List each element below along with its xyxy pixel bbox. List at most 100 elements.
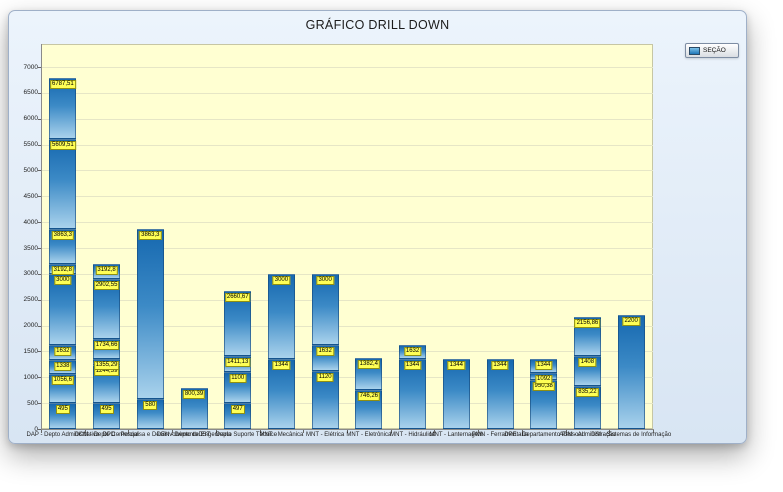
- y-axis-tick-label: 6500: [23, 89, 38, 97]
- gridline: [41, 325, 653, 327]
- bar-value-label: 1092: [535, 374, 553, 384]
- x-axis-tick-mark: [434, 430, 436, 433]
- bar-segment[interactable]: [93, 403, 121, 429]
- y-axis-tick-label: 6000: [23, 115, 38, 123]
- y-axis-tick-label: 3500: [23, 244, 38, 252]
- bar-value-label: 1411,13: [225, 358, 251, 368]
- gridline: [41, 248, 653, 249]
- bar-value-label: 6787,51: [49, 79, 76, 89]
- bar-value-label: 3000: [316, 275, 334, 285]
- bar-value-label: 2200: [622, 317, 640, 327]
- x-axis-category-label: PMN - Ferramentaria: [471, 432, 529, 438]
- bar-segment[interactable]: [136, 229, 164, 399]
- legend-series-label: SEÇÃO: [703, 47, 726, 54]
- y-axis-tick-mark: [38, 196, 41, 198]
- gridline: [41, 273, 653, 275]
- y-axis-tick-label: 2000: [23, 322, 38, 330]
- bar-value-label: 2156,86: [574, 319, 601, 329]
- bar-value-label: 1120: [316, 373, 334, 383]
- y-axis-tick-mark: [38, 299, 41, 301]
- bar-segment[interactable]: [49, 138, 77, 230]
- y-axis-tick-mark: [38, 144, 41, 146]
- gridline: [41, 377, 653, 379]
- y-axis-tick-label: 2500: [23, 296, 38, 304]
- bar-segment[interactable]: [399, 359, 427, 429]
- plot-area[interactable]: [41, 44, 653, 429]
- bar-value-label: 1632: [54, 346, 72, 356]
- y-axis-tick-mark: [38, 351, 41, 353]
- y-axis-tick-mark: [38, 377, 41, 379]
- bar-value-label: 5609,51: [49, 140, 76, 150]
- x-axis-category-label: MNT - Elétrica: [306, 432, 345, 438]
- x-axis-category-label: DPE - Departamento Pessoal: [504, 432, 584, 438]
- x-axis-tick-mark: [653, 430, 654, 433]
- y-axis-tick-mark: [38, 429, 41, 430]
- y-axis-tick-label: 7000: [23, 63, 38, 71]
- bar-segment[interactable]: [49, 273, 77, 345]
- gridline: [41, 299, 653, 301]
- x-axis-tick-mark: [565, 430, 567, 433]
- bar-value-label: 835,22: [576, 387, 599, 397]
- bar-value-label: 3192,8: [51, 265, 75, 275]
- y-axis-tick-label: 1000: [23, 373, 38, 381]
- bar-segment[interactable]: [311, 273, 339, 345]
- bar-value-label: 3000: [272, 275, 291, 285]
- x-axis-tick-mark: [521, 430, 523, 433]
- y-axis-tick-label: 500: [27, 399, 38, 407]
- x-axis-tick-mark: [347, 430, 348, 433]
- y-axis-tick-mark: [38, 222, 41, 224]
- gridline: [41, 170, 653, 172]
- x-axis-tick-mark: [390, 430, 392, 433]
- bar-value-label: 1344: [535, 361, 553, 371]
- bar-segment[interactable]: [267, 359, 295, 429]
- bar-value-label: 3192,8: [95, 265, 118, 275]
- y-axis-tick-label: 3000: [23, 270, 38, 278]
- y-axis-tick-mark: [38, 118, 41, 120]
- legend-series-swatch-icon: [689, 46, 700, 55]
- bar-value-label: 1355,29: [93, 360, 120, 370]
- gridline: [41, 67, 653, 68]
- gridline: [41, 403, 653, 405]
- bar-value-label: 1338: [54, 361, 72, 371]
- bar-segment[interactable]: [442, 359, 470, 429]
- bar-value-label: 1408: [578, 358, 597, 368]
- bar-value-label: 1344: [403, 361, 422, 371]
- gridline: [41, 118, 653, 120]
- y-axis-tick-label: 0: [34, 425, 38, 433]
- x-axis-category-label: MNT - Hidráulica: [390, 432, 436, 438]
- y-axis-tick-mark: [38, 92, 41, 94]
- x-axis-category-label: MNT - Mecânica: [259, 432, 304, 438]
- bar-value-label: 1344: [447, 361, 465, 371]
- gridline: [41, 144, 653, 146]
- bar-value-label: 1382,4: [357, 359, 381, 369]
- x-axis-tick-mark: [172, 430, 174, 433]
- bar-value-label: 746,26: [357, 392, 381, 402]
- x-axis-tick-mark: [128, 430, 130, 433]
- bar-segment[interactable]: [617, 315, 645, 429]
- y-axis-tick-label: 4500: [23, 192, 38, 200]
- legend[interactable]: SEÇÃO: [685, 43, 739, 58]
- x-axis-category-label: DST - Depto Suporte Técnico: [198, 432, 277, 438]
- gridline: [41, 351, 653, 353]
- y-axis-line: [41, 44, 42, 430]
- bar-value-label: 1632: [316, 346, 334, 356]
- x-axis-tick-mark: [478, 430, 480, 433]
- bar-value-label: 495: [99, 405, 114, 415]
- x-axis-tick-mark: [215, 430, 217, 433]
- bar-value-label: 1632: [403, 346, 422, 356]
- bar-value-label: 580: [143, 401, 158, 410]
- x-axis-category-label: ADM - Administração: [559, 432, 616, 438]
- bar-value-label: 497: [230, 405, 245, 415]
- y-axis-tick-label: 4000: [23, 218, 38, 226]
- gridline: [41, 92, 653, 94]
- x-axis-tick-mark: [41, 430, 42, 433]
- x-axis-category-label: DEN - Depto de Engenharia: [156, 432, 232, 438]
- bar-value-label: 1056,6: [51, 376, 75, 386]
- bar-value-label: 2902,55: [93, 280, 120, 290]
- bar-segment[interactable]: [486, 359, 514, 429]
- bar-segment[interactable]: [267, 273, 295, 360]
- bar-value-label: 1344: [272, 361, 291, 371]
- y-axis-tick-label: 1500: [23, 347, 38, 355]
- bar-value-label: 2660,67: [224, 293, 251, 303]
- gridline: [41, 196, 653, 198]
